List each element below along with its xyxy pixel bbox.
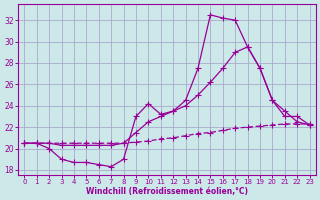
X-axis label: Windchill (Refroidissement éolien,°C): Windchill (Refroidissement éolien,°C) [86, 187, 248, 196]
